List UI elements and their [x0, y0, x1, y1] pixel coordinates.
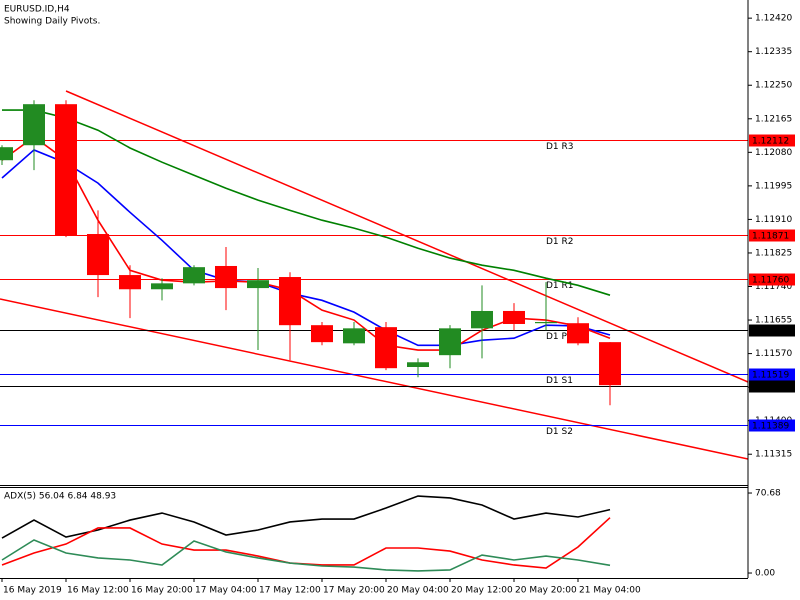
- chart-title: EURUSD.ID,H4: [4, 5, 70, 15]
- candle-body: [567, 323, 589, 344]
- candle-body: [279, 277, 301, 326]
- y-tick-label: 1.11910: [755, 215, 792, 225]
- price-box: [749, 324, 795, 337]
- indicator-line: [1, 149, 611, 347]
- candle-body: [439, 328, 461, 356]
- price-box: [749, 229, 795, 242]
- price-box: [749, 380, 795, 393]
- price-box-label: 1.11487: [752, 383, 789, 393]
- y-tick-label: 1.12250: [755, 81, 792, 91]
- candle-body: [311, 325, 333, 343]
- y-tick-label: 1.11655: [755, 316, 792, 326]
- x-tick-label: 17 May 04:00: [195, 586, 257, 596]
- candle-body: [375, 327, 397, 369]
- y-tick-label: 70.68: [755, 489, 781, 499]
- indicator-line: [1, 539, 611, 572]
- candle-body: [215, 265, 237, 289]
- y-tick-label: 1.11825: [755, 248, 792, 258]
- price-box-label: 1.11760: [752, 276, 789, 286]
- price-box: [749, 368, 795, 381]
- y-tick-label: 1.12165: [755, 114, 792, 124]
- y-tick-label: 1.11995: [755, 181, 792, 191]
- candle-body: [535, 322, 557, 324]
- pivot-label: D1 Pivot: [546, 332, 584, 342]
- y-tick-label: 1.11315: [755, 450, 792, 460]
- x-tick-label: 21 May 04:00: [579, 586, 641, 596]
- trendline: [0, 298, 748, 460]
- axes: [0, 0, 749, 579]
- candle-body: [119, 275, 141, 290]
- x-tick-label: 17 May 20:00: [323, 586, 385, 596]
- y-tick-label: 1.12335: [755, 47, 792, 57]
- y-tick-label: 1.11570: [755, 349, 792, 359]
- indicator-line: [2, 109, 611, 296]
- x-tick-label: 16 May 20:00: [131, 586, 193, 596]
- y-tick-label: 0.00: [755, 569, 775, 579]
- x-tick-label: 16 May 12:00: [67, 586, 129, 596]
- candle-body: [183, 267, 205, 284]
- x-tick-label: 16 May 2019: [3, 586, 62, 596]
- x-tick-label: 20 May 20:00: [515, 586, 577, 596]
- x-tick-label: 17 May 12:00: [259, 586, 321, 596]
- pivot-label: D1 R3: [546, 142, 574, 152]
- pivot-label: D1 R2: [546, 237, 574, 247]
- y-tick-label: 1.12420: [755, 14, 792, 24]
- candle-body: [471, 310, 493, 329]
- indicator-title: ADX(5) 56.04 6.84 48.93: [4, 492, 116, 502]
- x-tick-label: 20 May 12:00: [451, 586, 513, 596]
- candle-body: [503, 310, 525, 324]
- price-box-label: 1.11519: [752, 371, 789, 381]
- price-box: [749, 419, 795, 432]
- main-plot: D1 R3 D1 R2 D1 R1 D1 Pivot D1 S1 D1 S2: [0, 90, 748, 460]
- candle-body: [87, 234, 109, 276]
- price-box-label: 1.11630: [752, 327, 789, 337]
- candle-body: [343, 328, 365, 344]
- trendline: [65, 90, 748, 383]
- candle-body: [599, 342, 621, 386]
- candle-body: [151, 283, 173, 290]
- x-tick-label: 20 May 04:00: [387, 586, 449, 596]
- y-tick-label: 1.12080: [755, 148, 792, 158]
- candle-body: [23, 104, 45, 146]
- pivot-label: D1 S1: [546, 376, 573, 386]
- candle-body: [55, 104, 77, 236]
- y-tick-label: 1.11740: [755, 282, 792, 292]
- candle-body: [407, 362, 429, 368]
- price-box-label: 1.11389: [752, 422, 789, 432]
- chart-subtitle: Showing Daily Pivots.: [4, 17, 100, 27]
- price-box: [749, 134, 795, 147]
- pivot-label: D1 S2: [546, 427, 573, 437]
- price-box-label: 1.12112: [752, 137, 789, 147]
- candle-body: [247, 280, 269, 289]
- adx-plot: [1, 495, 611, 572]
- price-box-label: 1.11871: [752, 232, 789, 242]
- candle-body: [0, 147, 13, 161]
- pivot-label: D1 R1: [546, 281, 574, 291]
- price-box: [749, 273, 795, 286]
